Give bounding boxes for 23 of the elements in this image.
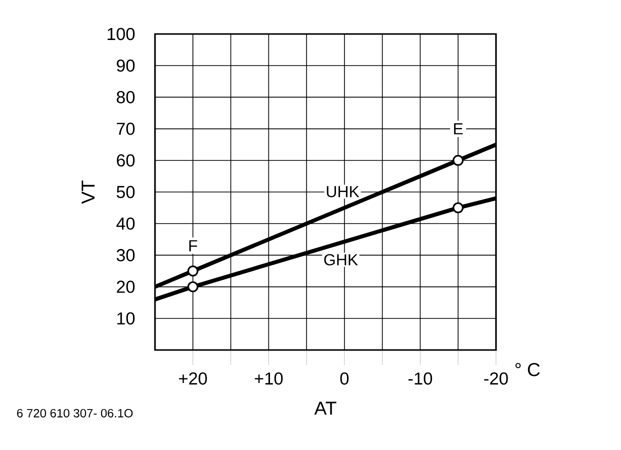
x-tick-label: -20 [484, 372, 508, 385]
x-tick-label: 0 [340, 372, 349, 385]
x-axis-title: AT [314, 402, 336, 415]
series-label: UHK [326, 186, 360, 198]
y-tick-label: 20 [116, 280, 135, 293]
y-tick-label: 60 [116, 154, 135, 167]
text: 6 720 610 307- 06.1O [17, 408, 133, 418]
y-tick-label: 50 [116, 186, 135, 198]
y-tick-label: 90 [116, 59, 135, 72]
y-tick-label: 70 [116, 122, 135, 135]
y-tick-label: 100 [108, 28, 135, 40]
y-tick-label: 80 [116, 91, 135, 104]
y-tick-label: 30 [116, 249, 135, 262]
annotation: F [189, 240, 198, 252]
y-tick-label: 40 [116, 217, 135, 230]
series-label: GHK [324, 254, 358, 266]
x-tick-label: +20 [179, 372, 207, 385]
y-axis-title: VT [82, 180, 95, 204]
y-tick-label: 10 [117, 312, 135, 325]
x-tick-label: -10 [408, 372, 432, 385]
text: ° C [515, 362, 540, 376]
x-tick-label: +10 [254, 372, 283, 385]
annotation: E [454, 123, 463, 134]
